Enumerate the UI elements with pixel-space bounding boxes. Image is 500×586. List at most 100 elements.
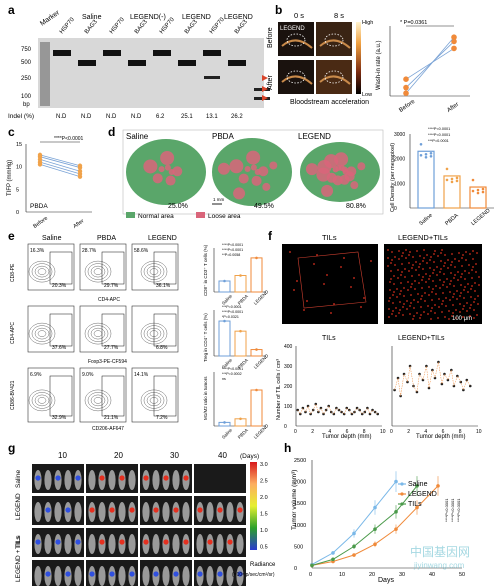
- cell-dot: [397, 277, 399, 279]
- indel-value: N.D: [56, 114, 67, 120]
- bioluminescence-spot: [197, 507, 203, 513]
- cell-dot: [394, 264, 396, 266]
- e-row1-ylabel: CD8-PE: [10, 263, 16, 282]
- mouse-silhouette: [64, 534, 72, 554]
- h-point: [352, 553, 356, 557]
- cell-dot: [353, 277, 355, 279]
- legend-loose-label: Loose area: [208, 213, 241, 220]
- bioluminescence-spot: [35, 475, 41, 481]
- flow-contour: [87, 325, 109, 342]
- cell-dot: [429, 267, 431, 269]
- bioluminescence-spot: [119, 539, 125, 545]
- h-point: [394, 479, 398, 484]
- panel-letter-h: h: [284, 441, 291, 455]
- bp-250: 250: [21, 76, 32, 82]
- roi-outline: [324, 33, 344, 47]
- loose-area-patch: [233, 187, 246, 200]
- volume-box: [297, 251, 367, 309]
- cell-dot: [296, 280, 298, 282]
- bioluminescence-spot: [153, 571, 159, 577]
- flow-contour: [28, 260, 56, 283]
- histology-frame: [122, 129, 384, 215]
- tissue-section: [212, 138, 292, 206]
- mouse-silhouette: [172, 534, 180, 554]
- cell-dot: [453, 277, 455, 279]
- cell-dot: [460, 292, 462, 294]
- bioluminescence-spot: [207, 539, 213, 545]
- roi-outline: [324, 70, 344, 84]
- f-point: [468, 384, 472, 388]
- b-xtick: Before: [398, 98, 416, 113]
- cell-dot: [412, 264, 414, 266]
- cell-dot: [398, 312, 400, 314]
- row-before: Before: [267, 27, 274, 48]
- confocal-dots: [289, 249, 480, 320]
- e-pvalue: **P=0.0058: [222, 253, 240, 257]
- mouse-silhouette: [196, 534, 204, 554]
- bioluminescence-spot: [45, 507, 51, 513]
- flow-plot-frame: [79, 243, 127, 291]
- h-ytick: 1500: [294, 501, 306, 507]
- lane-label: HSP70: [59, 16, 76, 35]
- mouse-silhouette: [34, 502, 42, 522]
- intensity-colorbar: [356, 22, 361, 94]
- cell-dot: [405, 257, 407, 259]
- cell-dot: [471, 269, 473, 271]
- b-point: [403, 76, 409, 82]
- b-point: [451, 34, 457, 40]
- cell-dot: [411, 275, 413, 277]
- cell-dot: [438, 306, 440, 308]
- cell-dot: [469, 315, 471, 317]
- e-bar-point: [255, 348, 258, 351]
- f-trend-line: [297, 403, 378, 415]
- cell-dot: [409, 313, 411, 315]
- f-point: [450, 368, 453, 372]
- d-bar-point: [424, 155, 428, 159]
- cell-dot: [449, 291, 451, 293]
- h-sig-2: ****P<0.0001: [450, 498, 455, 522]
- cell-dot: [454, 274, 456, 276]
- loose-area-patch: [143, 159, 158, 174]
- cell-dot: [449, 283, 451, 285]
- cell-dot: [399, 309, 401, 311]
- lane-label: HSP70: [209, 16, 226, 35]
- d-ytick: 1000: [394, 181, 405, 187]
- cell-dot: [470, 296, 472, 298]
- legend-swatch-loose: [196, 212, 205, 218]
- cell-dot: [428, 294, 430, 296]
- c-point: [77, 163, 83, 168]
- panel-f: f TILs LEGEND+TILs 100 μm TILs LEGEND+TI…: [268, 229, 482, 440]
- d-bar-point: [429, 151, 433, 155]
- cell-dot: [442, 292, 444, 294]
- cell-dot: [389, 297, 391, 299]
- cell-dot: [470, 288, 472, 290]
- d-percent-legend: 80.8%: [346, 203, 366, 210]
- flow-contour: [37, 330, 47, 337]
- bioluminescence-spot: [163, 475, 169, 481]
- f-xtick: 6: [346, 429, 349, 435]
- d-bar-point: [481, 190, 485, 194]
- h-legend-marker: [400, 492, 404, 496]
- cell-dot: [444, 316, 446, 318]
- f-xtick: 0: [294, 429, 297, 435]
- mouse-silhouette: [206, 502, 214, 522]
- loose-area-patch: [305, 163, 318, 176]
- cell-dot: [414, 288, 416, 290]
- d-bar-point: [450, 177, 454, 181]
- mouse-silhouette: [118, 566, 126, 586]
- f-ytick: 400: [284, 344, 293, 350]
- flow-contour: [34, 327, 50, 340]
- cell-dot: [432, 280, 434, 282]
- cell-dot: [420, 298, 422, 300]
- d-bar-point: [445, 178, 449, 182]
- cell-dot: [430, 318, 432, 320]
- b-pvalue: * P=0.0361: [400, 20, 427, 26]
- loose-area-patch: [246, 150, 261, 165]
- flow-plot-frame: [79, 367, 127, 423]
- bioluminescence-spot: [143, 539, 149, 545]
- flow-plot-frame: [27, 305, 75, 353]
- flow-contour: [90, 327, 106, 340]
- d-xtick: Saline: [418, 213, 434, 227]
- f-xtick: 2: [407, 429, 410, 435]
